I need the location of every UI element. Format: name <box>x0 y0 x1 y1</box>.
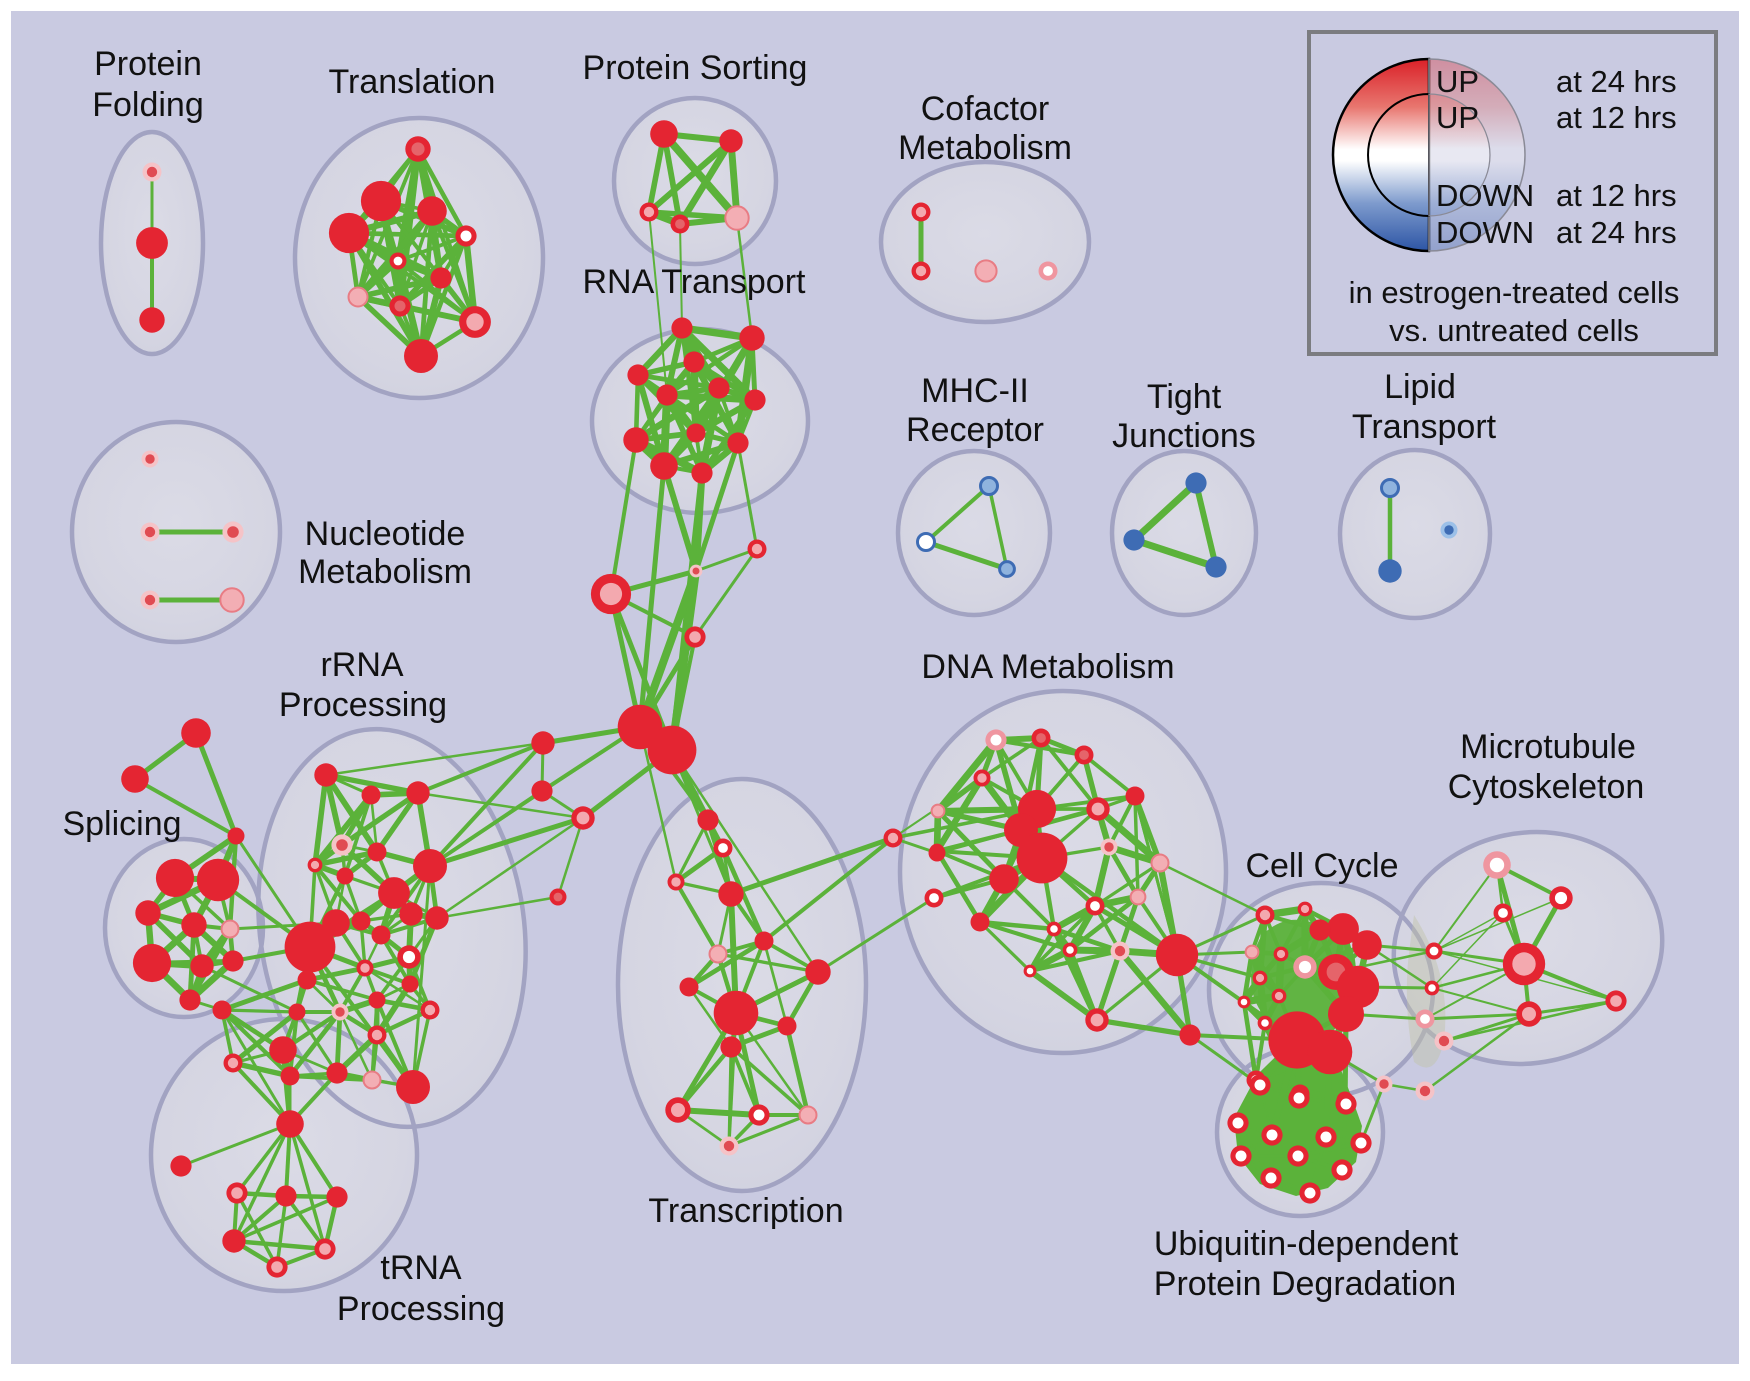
svg-text:Transcription: Transcription <box>648 1192 843 1230</box>
svg-text:vs. untreated cells: vs. untreated cells <box>1389 313 1639 348</box>
svg-text:Nucleotide: Nucleotide <box>305 515 466 553</box>
svg-text:Protein Degradation: Protein Degradation <box>1154 1265 1456 1303</box>
svg-text:at 12 hrs: at 12 hrs <box>1556 178 1677 213</box>
svg-text:at 12 hrs: at 12 hrs <box>1556 100 1677 135</box>
svg-text:at 24 hrs: at 24 hrs <box>1556 64 1677 99</box>
svg-text:Protein: Protein <box>94 45 202 83</box>
svg-text:UP: UP <box>1436 100 1479 135</box>
svg-text:Translation: Translation <box>329 63 496 101</box>
svg-text:Protein Sorting: Protein Sorting <box>583 49 808 87</box>
svg-text:RNA Transport: RNA Transport <box>583 263 807 301</box>
svg-text:UP: UP <box>1436 64 1479 99</box>
svg-text:Processing: Processing <box>279 686 447 724</box>
svg-text:Lipid: Lipid <box>1384 368 1456 406</box>
svg-text:rRNA: rRNA <box>320 646 403 684</box>
svg-text:Receptor: Receptor <box>906 411 1044 449</box>
svg-text:DNA Metabolism: DNA Metabolism <box>921 648 1174 686</box>
svg-text:Microtubule: Microtubule <box>1460 728 1636 766</box>
svg-text:Cofactor: Cofactor <box>921 90 1050 128</box>
svg-text:DOWN: DOWN <box>1436 215 1534 250</box>
svg-text:Junctions: Junctions <box>1112 417 1256 455</box>
svg-text:DOWN: DOWN <box>1436 178 1534 213</box>
svg-text:at 24 hrs: at 24 hrs <box>1556 215 1677 250</box>
svg-text:in estrogen-treated cells: in estrogen-treated cells <box>1349 275 1680 310</box>
svg-text:Tight: Tight <box>1147 378 1222 416</box>
svg-text:Cytoskeleton: Cytoskeleton <box>1448 768 1645 806</box>
svg-text:Metabolism: Metabolism <box>898 129 1072 167</box>
svg-text:Processing: Processing <box>337 1290 505 1328</box>
svg-text:Splicing: Splicing <box>62 805 181 843</box>
svg-text:Cell Cycle: Cell Cycle <box>1245 847 1398 885</box>
svg-text:tRNA: tRNA <box>380 1249 462 1287</box>
svg-text:Transport: Transport <box>1352 408 1497 446</box>
svg-text:MHC-II: MHC-II <box>921 372 1029 410</box>
svg-text:Folding: Folding <box>92 86 204 124</box>
svg-text:Metabolism: Metabolism <box>298 553 472 591</box>
svg-text:Ubiquitin-dependent: Ubiquitin-dependent <box>1154 1225 1459 1263</box>
